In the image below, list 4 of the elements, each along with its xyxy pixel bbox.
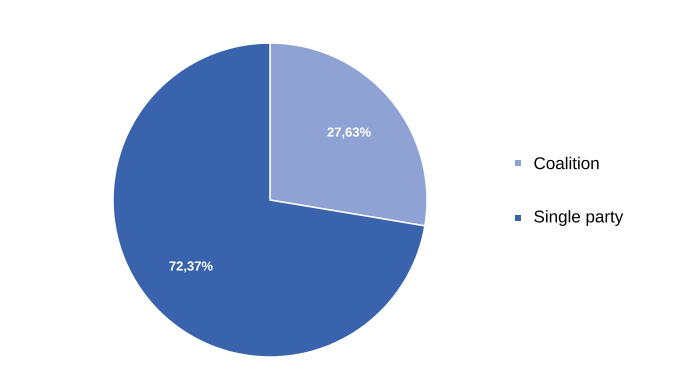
legend-label: Coalition <box>534 156 599 170</box>
legend-label: Single party <box>534 210 624 226</box>
data-label: 72,37% <box>169 261 213 273</box>
data-label: 27,63% <box>327 127 371 139</box>
